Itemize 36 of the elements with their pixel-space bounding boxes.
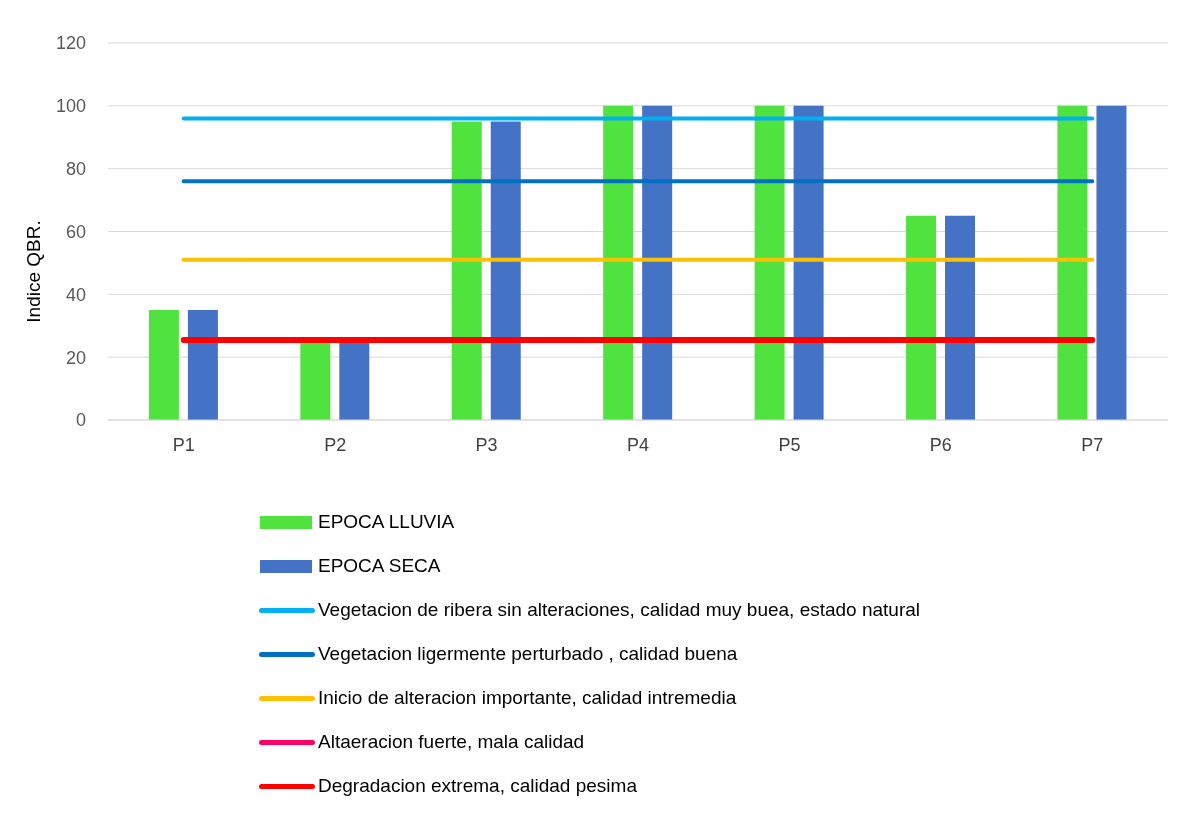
bar [490,121,521,420]
bar [300,341,331,420]
x-tick-label: P6 [929,434,952,455]
legend-label: Altaeracion fuerte, mala calidad [318,731,585,753]
legend-label: Vegetacion ligermente perturbado , calidad buena [318,643,738,665]
y-tick-label: 80 [65,159,86,180]
y-tick-label: 20 [65,347,86,368]
bar [793,105,824,420]
bar [754,105,785,420]
y-tick-label: 40 [65,284,86,305]
y-tick-label: 60 [65,221,86,242]
x-tick-label: P3 [475,434,498,455]
bar [148,310,179,420]
bar [603,105,634,420]
y-axis-title: Indice QBR. [22,220,44,323]
legend-label: EPOCA LLUVIA [318,511,455,533]
y-tick-label: 120 [55,33,86,54]
bar [1057,105,1088,420]
x-tick-label: P5 [778,434,801,455]
legend-label: EPOCA SECA [318,555,441,577]
x-tick-label: P7 [1081,434,1104,455]
legend-label: Inicio de alteracion importante, calidad intremedia [318,687,737,709]
bar [187,310,218,420]
bar [642,105,673,420]
legend-label: Degradacion extrema, calidad pesima [318,775,637,797]
x-tick-label: P4 [626,434,650,455]
bar [1096,105,1127,420]
x-tick-label: P2 [324,434,347,455]
y-tick-label: 0 [75,410,86,431]
bar [945,215,976,420]
x-tick-label: P1 [172,434,195,455]
legend-label: Vegetacion de ribera sin alteraciones, calidad muy buea, estado natural [318,599,921,621]
bar [906,215,937,420]
y-tick-label: 100 [55,96,86,117]
bar [339,341,370,420]
bar [451,121,482,420]
